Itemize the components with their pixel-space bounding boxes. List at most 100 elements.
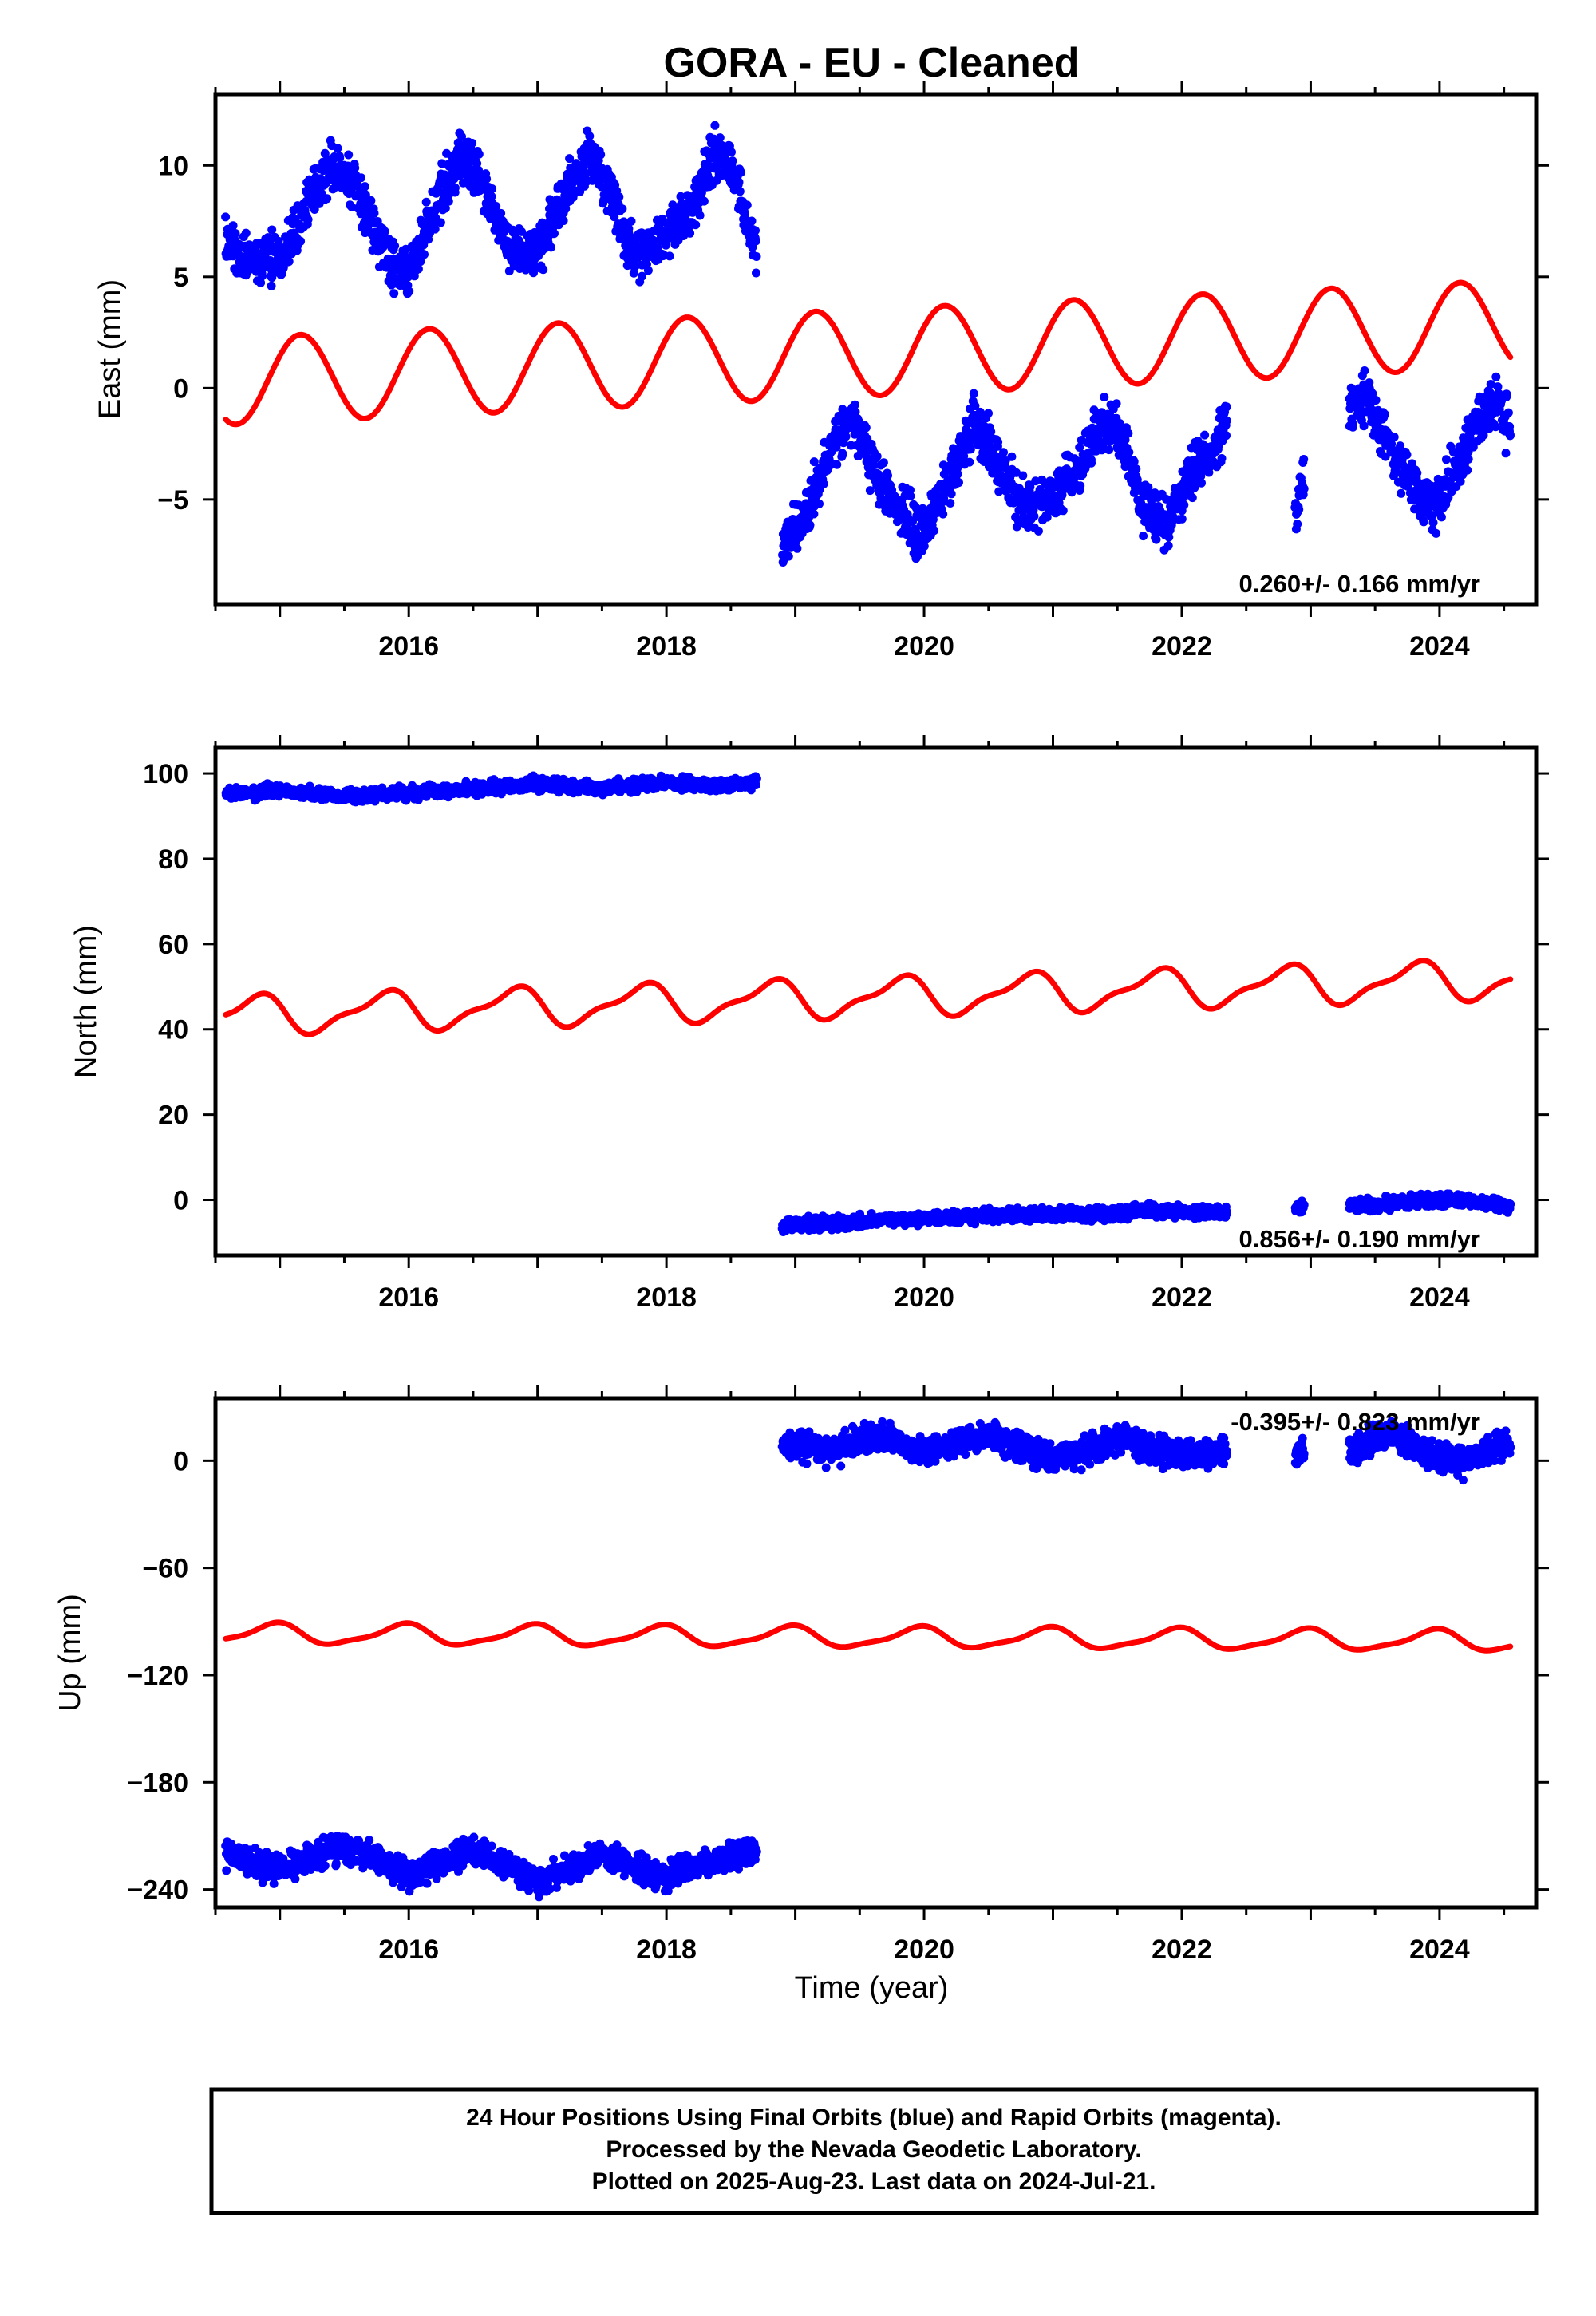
observation-point bbox=[643, 266, 653, 275]
observation-point bbox=[751, 236, 760, 246]
observation-point bbox=[360, 182, 369, 192]
observation-point bbox=[1222, 416, 1231, 425]
observation-point bbox=[1402, 450, 1412, 460]
observation-point bbox=[1359, 421, 1369, 431]
observation-point bbox=[1387, 439, 1396, 449]
observation-point bbox=[1197, 478, 1206, 488]
observation-point bbox=[809, 509, 819, 519]
y-tick-label: 5 bbox=[173, 263, 188, 293]
observation-point bbox=[805, 520, 815, 530]
observation-point bbox=[946, 499, 955, 508]
observation-point bbox=[1164, 532, 1174, 542]
observation-point bbox=[1412, 468, 1422, 478]
observation-point bbox=[648, 235, 658, 245]
observation-point bbox=[930, 526, 939, 536]
observation-point bbox=[1493, 382, 1503, 392]
observation-point bbox=[691, 220, 701, 230]
observation-point bbox=[1396, 441, 1405, 451]
observation-point bbox=[457, 132, 466, 141]
observation-point bbox=[496, 208, 506, 218]
observation-point bbox=[1293, 520, 1302, 529]
observation-point bbox=[1001, 463, 1010, 472]
observation-point bbox=[1491, 422, 1500, 432]
observation-point bbox=[335, 153, 345, 163]
observation-point bbox=[883, 471, 892, 480]
observation-point bbox=[614, 192, 624, 202]
observation-point bbox=[861, 423, 871, 433]
observation-point bbox=[1163, 541, 1173, 551]
observation-point bbox=[752, 773, 761, 783]
observation-point bbox=[970, 1219, 980, 1229]
observation-point bbox=[752, 268, 760, 278]
observation-point bbox=[1475, 392, 1484, 401]
y-tick-label: −5 bbox=[157, 485, 188, 516]
east-frame bbox=[213, 92, 1539, 607]
observation-point bbox=[984, 409, 993, 418]
observation-point bbox=[1502, 389, 1511, 399]
observation-point bbox=[1478, 424, 1487, 433]
observation-point bbox=[751, 226, 760, 235]
observation-point bbox=[472, 159, 482, 168]
observation-point bbox=[970, 401, 980, 411]
observation-point bbox=[1076, 481, 1085, 491]
observation-point bbox=[517, 227, 527, 236]
x-tick-label: 2024 bbox=[1409, 631, 1470, 662]
observation-point bbox=[954, 478, 963, 488]
observation-point bbox=[819, 479, 828, 488]
observation-point bbox=[1217, 454, 1227, 463]
observation-point bbox=[1033, 526, 1043, 536]
observation-point bbox=[1479, 430, 1488, 440]
observation-point bbox=[869, 460, 879, 469]
observation-point bbox=[1124, 448, 1134, 457]
x-tick-label: 2020 bbox=[894, 631, 954, 662]
observation-point bbox=[742, 200, 752, 210]
observation-point bbox=[1058, 506, 1068, 516]
observation-point bbox=[380, 227, 389, 236]
observation-point bbox=[1294, 504, 1304, 514]
observation-point bbox=[1124, 429, 1133, 438]
observation-point bbox=[1007, 452, 1017, 461]
observation-point bbox=[565, 154, 575, 164]
observation-point bbox=[953, 469, 962, 479]
observation-point bbox=[284, 257, 294, 267]
observation-point bbox=[231, 229, 240, 238]
observation-point bbox=[1436, 512, 1446, 522]
observation-point bbox=[784, 551, 793, 561]
observation-point bbox=[547, 243, 555, 252]
observation-point bbox=[440, 204, 450, 213]
observation-point bbox=[450, 183, 460, 192]
observation-point bbox=[850, 400, 859, 409]
east-axis-label: East (mm) bbox=[93, 279, 127, 419]
observation-point bbox=[405, 287, 414, 296]
observation-point bbox=[832, 460, 842, 469]
observation-point bbox=[1222, 431, 1231, 441]
x-tick-label: 2022 bbox=[1152, 631, 1212, 662]
observation-point bbox=[752, 781, 760, 789]
observation-point bbox=[1100, 393, 1109, 402]
observation-point bbox=[618, 204, 627, 214]
observation-point bbox=[1132, 464, 1141, 474]
observation-point bbox=[1348, 422, 1357, 432]
observation-point bbox=[1456, 476, 1465, 486]
observation-point bbox=[366, 196, 376, 205]
observation-point bbox=[872, 452, 882, 461]
observation-point bbox=[665, 251, 674, 261]
observation-point bbox=[344, 150, 354, 160]
observation-point bbox=[221, 212, 231, 222]
observation-point bbox=[430, 224, 440, 234]
observation-point bbox=[879, 458, 888, 468]
observation-point bbox=[1463, 465, 1472, 475]
observation-point bbox=[1396, 488, 1406, 498]
observation-point bbox=[274, 236, 283, 246]
observation-point bbox=[333, 144, 342, 153]
observation-point bbox=[631, 261, 641, 271]
observation-point bbox=[596, 150, 606, 160]
observation-point bbox=[809, 457, 819, 467]
observation-point bbox=[624, 224, 634, 234]
observation-point bbox=[1360, 366, 1369, 375]
observation-point bbox=[559, 216, 568, 226]
observation-point bbox=[350, 164, 360, 172]
observation-point bbox=[420, 250, 429, 259]
observation-point bbox=[747, 216, 757, 226]
observation-point bbox=[228, 221, 238, 231]
